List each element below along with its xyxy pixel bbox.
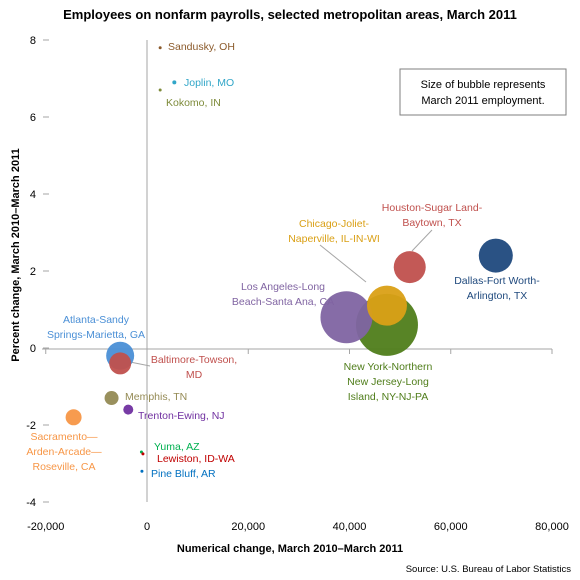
bubble-label-line: Chicago-Joliet- [299, 218, 370, 230]
bubble-label-line: Kokomo, IN [166, 97, 221, 109]
y-tick-label: 4 [30, 189, 36, 201]
bubble [109, 352, 132, 375]
bubble-label-line: Memphis, TN [125, 391, 187, 403]
bubble-label-line: Joplin, MO [184, 77, 234, 89]
bubble-label: Kokomo, IN [166, 97, 221, 109]
bubble [140, 469, 144, 473]
bubble [104, 391, 119, 406]
bubble-label-line: Baltimore-Towson, [151, 354, 237, 366]
size-note: Size of bubble represents March 2011 emp… [399, 68, 567, 116]
bubble-label-line: Atlanta-Sandy [63, 314, 130, 326]
bubble [123, 404, 134, 415]
bubble-label: Dallas-Fort Worth- Arlington, TX [454, 275, 540, 302]
bubble [65, 409, 82, 426]
bubble-label-line: Springs-Marietta, GA [47, 329, 145, 341]
bubbles [65, 46, 513, 473]
bubble-label-line: Arden-Arcade— [26, 446, 102, 458]
bubble-label-line: Yuma, AZ [154, 441, 200, 453]
bubble-label-line: Pine Bluff, AR [151, 468, 216, 480]
bubble-label: Trenton-Ewing, NJ [138, 410, 225, 422]
x-tick-label: 0 [144, 521, 150, 533]
chart-title: Employees on nonfarm payrolls, selected … [63, 7, 517, 22]
bubble [141, 452, 145, 456]
x-axis-ticks: -20,000 0 20,000 40,000 60,000 80,000 [27, 349, 569, 533]
bubble [172, 80, 177, 85]
bubble-labels: Sandusky, OH Joplin, MO Kokomo, IN Houston-… [26, 41, 540, 480]
bubble-label: Joplin, MO [184, 77, 234, 89]
bubble-label: Yuma, AZ [154, 441, 200, 453]
bubble-label-line: Lewiston, ID-WA [157, 453, 235, 465]
leader-lines [129, 229, 433, 367]
bubble-label-line: Trenton-Ewing, NJ [138, 410, 225, 422]
bubble-label: Los Angeles-Long Beach-Santa Ana, CA [232, 281, 334, 308]
y-tick-label: -2 [26, 420, 36, 432]
y-tick-label: 2 [30, 266, 36, 278]
leader-line [129, 361, 151, 367]
bubble-label-line: Sacramento— [30, 431, 98, 443]
bubble-label-line: Los Angeles-Long [241, 281, 325, 293]
x-axis-title: Numerical change, March 2010–March 2011 [177, 543, 403, 555]
bubble-label-line: New York-Northern [344, 361, 433, 373]
bubble-label-line: Beach-Santa Ana, CA [232, 296, 334, 308]
bubble-label: Houston-Sugar Land- Baytown, TX [382, 202, 483, 229]
leader-line [319, 244, 367, 283]
bubble-label-line: Houston-Sugar Land- [382, 202, 483, 214]
bubble [158, 46, 162, 50]
x-tick-label: 40,000 [333, 521, 367, 533]
x-tick-label: -20,000 [27, 521, 64, 533]
bubble [478, 238, 513, 273]
size-note-line-2: March 2011 employment. [421, 95, 544, 107]
bubble-label: Memphis, TN [125, 391, 187, 403]
y-axis-ticks: 8 6 4 2 0 -2 -4 [26, 35, 49, 509]
bubble [158, 88, 162, 92]
bubble [366, 285, 407, 326]
bubble-label-line: New Jersey-Long [347, 376, 429, 388]
y-tick-label: 8 [30, 35, 36, 47]
bubble-label-line: Roseville, CA [32, 461, 95, 473]
bubble-label-line: Island, NY-NJ-PA [348, 391, 429, 403]
y-axis-title: Percent change, March 2010–March 2011 [10, 148, 22, 361]
bubble-label-line: Baytown, TX [402, 217, 461, 229]
bubble-label: Sacramento— Arden-Arcade— Roseville, CA [26, 431, 102, 473]
bubble-label-line: Naperville, IL-IN-WI [288, 233, 380, 245]
bubble-label: Baltimore-Towson, MD [151, 354, 237, 381]
y-tick-label: 0 [30, 343, 36, 355]
size-note-line-1: Size of bubble represents [421, 79, 546, 91]
y-tick-label: 6 [30, 112, 36, 124]
x-tick-label: 60,000 [434, 521, 468, 533]
bubble-label: Atlanta-Sandy Springs-Marietta, GA [47, 314, 145, 341]
bubble-label: Lewiston, ID-WA [157, 453, 235, 465]
bubble-label-line: Dallas-Fort Worth- [454, 275, 540, 287]
size-note-box [399, 68, 567, 116]
y-tick-label: -4 [26, 497, 36, 509]
bubble-label: Pine Bluff, AR [151, 468, 216, 480]
bubble-label-line: Sandusky, OH [168, 41, 235, 53]
source-note: Source: U.S. Bureau of Labor Statistics [406, 564, 572, 575]
bubble [393, 251, 426, 284]
x-tick-label: 80,000 [535, 521, 569, 533]
bubble [320, 291, 373, 344]
bubble-label: Sandusky, OH [168, 41, 235, 53]
bubble-label: New York-Northern New Jersey-Long Island, … [344, 361, 433, 403]
bubble-label-line: MD [186, 369, 203, 381]
bubble-label: Chicago-Joliet- Naperville, IL-IN-WI [288, 218, 380, 245]
leader-line [411, 229, 433, 252]
bubble-label-line: Arlington, TX [467, 290, 528, 302]
x-tick-label: 20,000 [231, 521, 265, 533]
